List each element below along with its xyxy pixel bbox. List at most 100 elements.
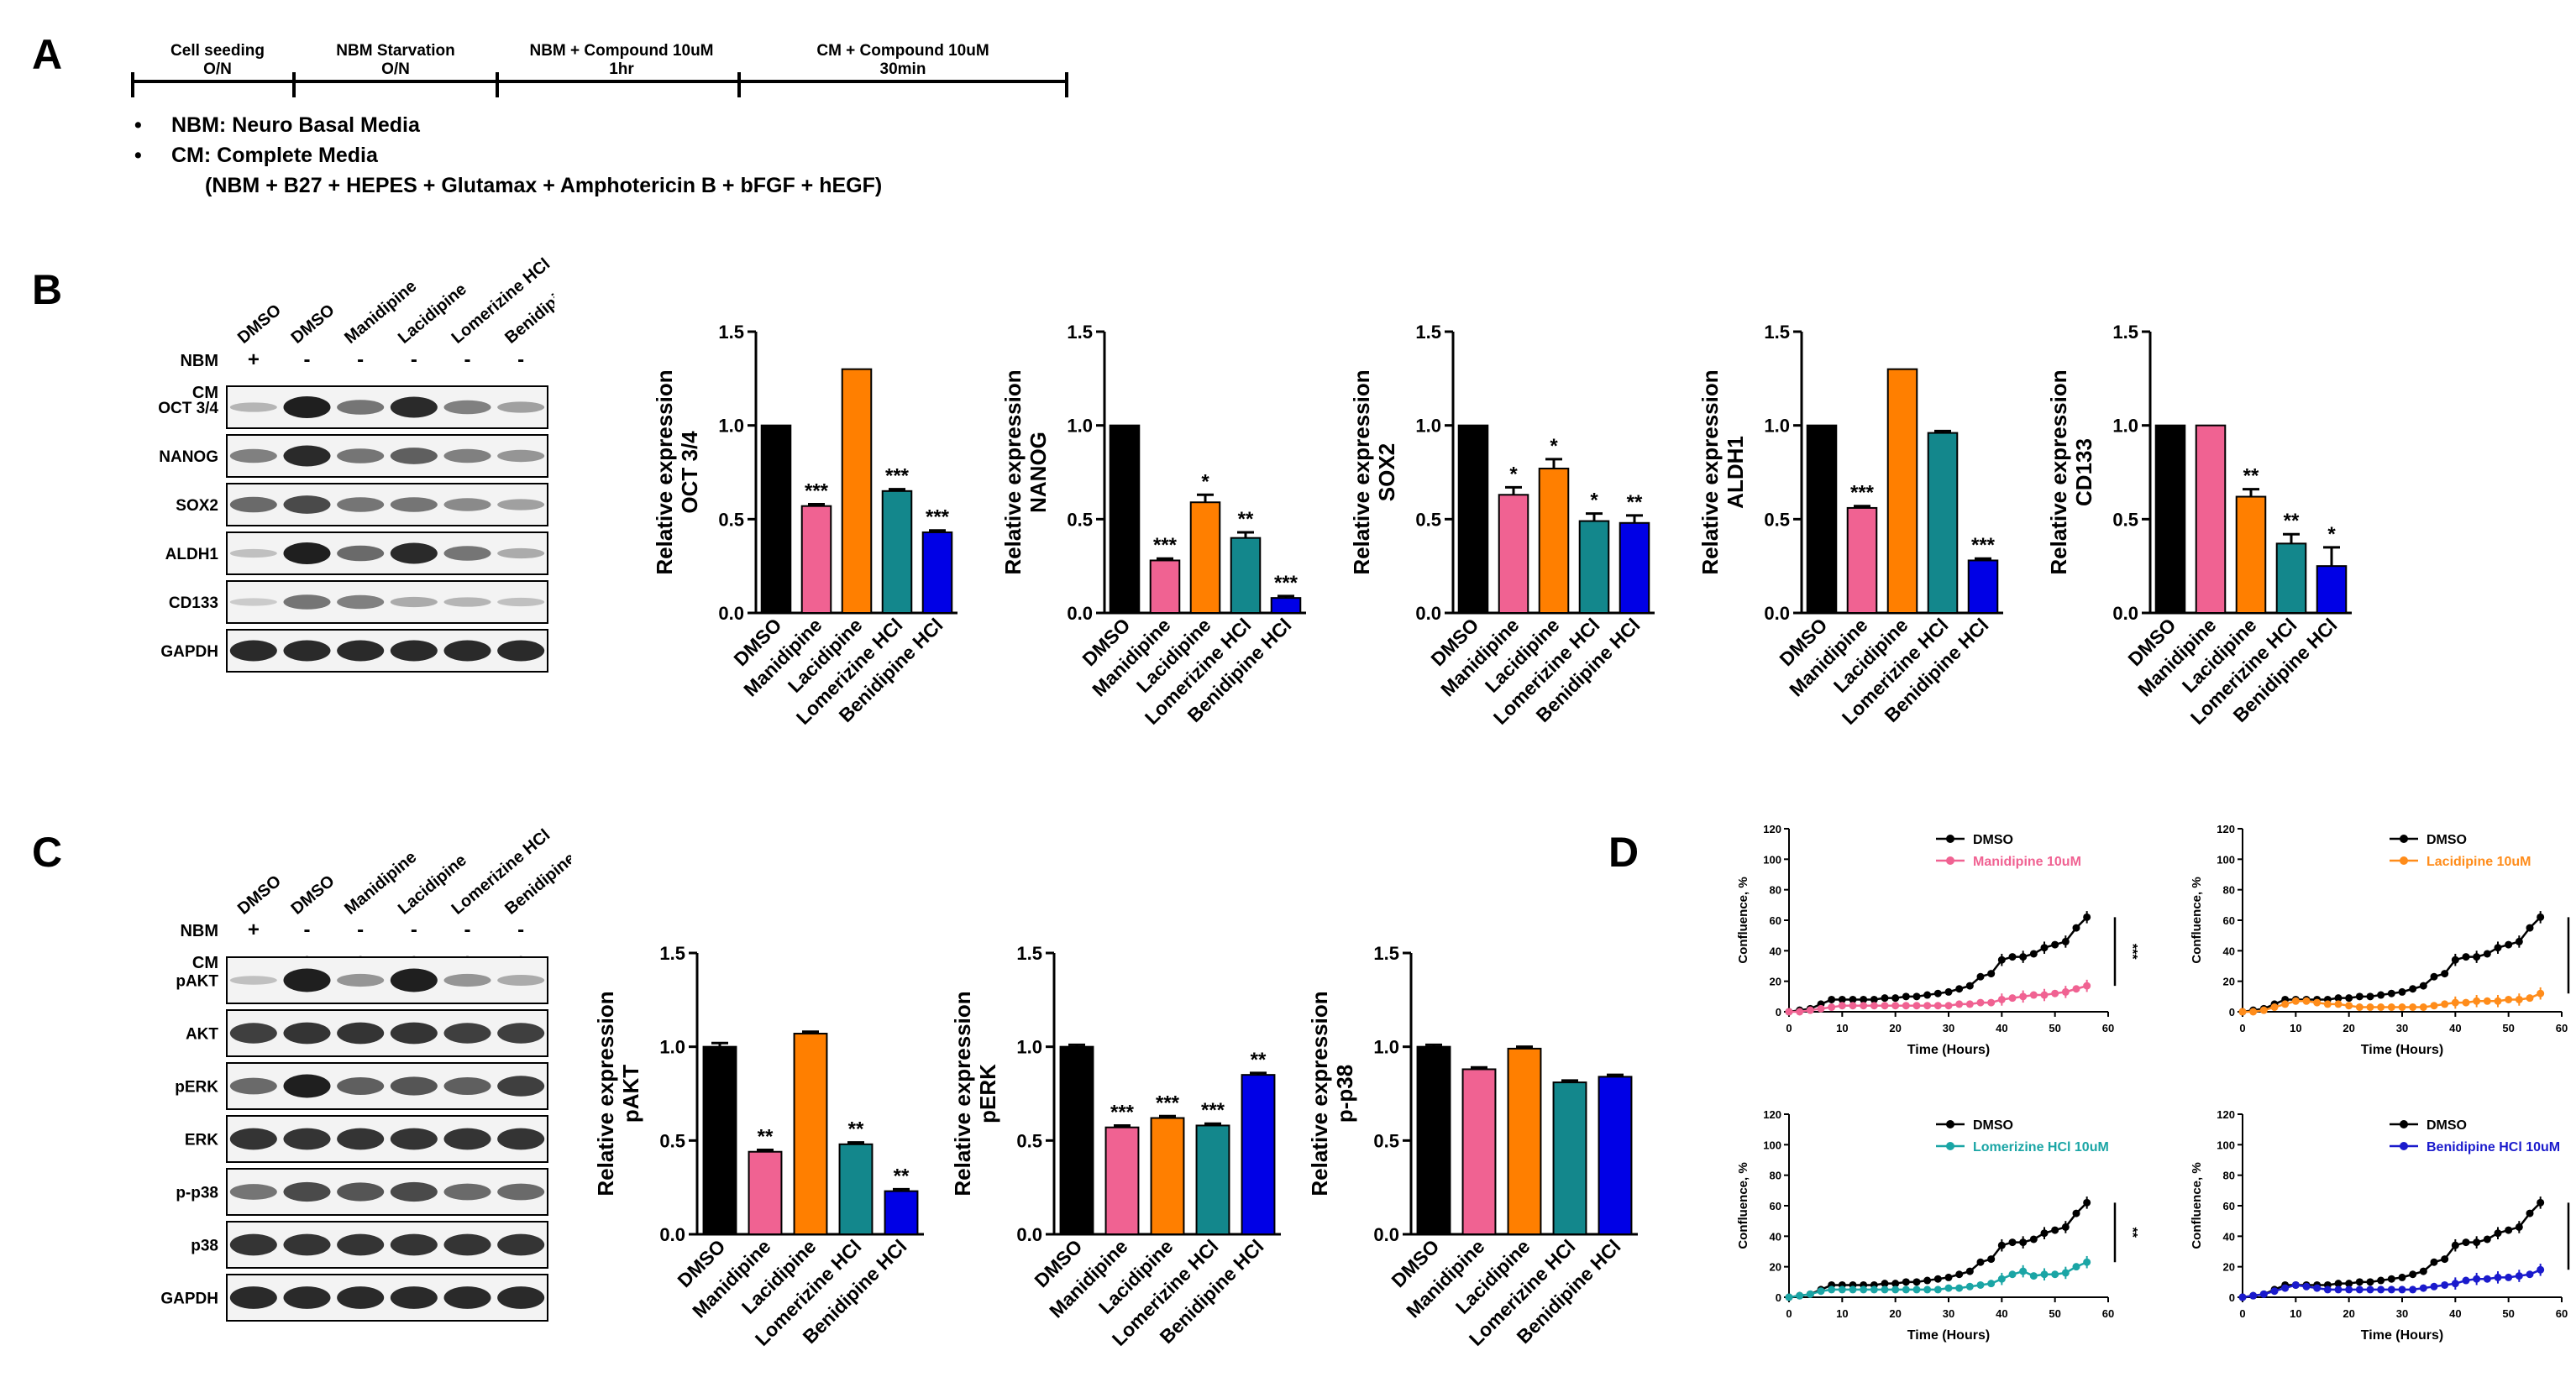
data-point xyxy=(1987,1280,1996,1288)
data-point xyxy=(1891,994,1900,1003)
y-tick-label: 0.5 xyxy=(718,509,744,530)
data-point xyxy=(2072,924,2080,932)
y-tick-label: 0.5 xyxy=(1016,1130,1042,1151)
protein-band xyxy=(443,640,491,662)
significance-mark: *** xyxy=(926,506,950,529)
bar xyxy=(748,1150,783,1236)
data-point xyxy=(1997,1275,2006,1283)
data-point xyxy=(2473,1275,2481,1283)
y-tick-label: 60 xyxy=(2223,1200,2235,1212)
significance-mark: *** xyxy=(1153,534,1178,557)
line-chart-lomerizine: Confluence, %Time (Hours)020406080100120… xyxy=(1736,1108,2139,1343)
data-point xyxy=(1912,1285,1921,1294)
protein-band xyxy=(229,1184,277,1200)
data-point xyxy=(1838,1002,1846,1010)
bar xyxy=(1552,1081,1587,1235)
data-point xyxy=(2366,1278,2374,1286)
protein-band xyxy=(497,1076,545,1097)
protein-band xyxy=(443,1286,491,1309)
data-point xyxy=(2302,1282,2311,1291)
data-point xyxy=(2345,1285,2353,1294)
treatment-sign: - xyxy=(517,348,524,371)
bar xyxy=(838,1143,874,1235)
protein-label: CD133 xyxy=(169,594,218,612)
x-tick-label: 30 xyxy=(2396,1022,2408,1034)
data-point xyxy=(1806,1290,1814,1298)
legend-marker xyxy=(2400,1142,2408,1150)
y-tick-label: 40 xyxy=(1770,945,1781,957)
timeline-step-title: NBM + Compound 10uM xyxy=(529,42,714,60)
data-point xyxy=(1965,982,1974,990)
significance-mark: ** xyxy=(1627,491,1643,514)
y-tick-label: 0.5 xyxy=(1415,509,1441,530)
data-point xyxy=(2451,1241,2459,1249)
x-tick-label: 20 xyxy=(1889,1022,1901,1034)
data-point xyxy=(2040,991,2049,999)
data-point xyxy=(2505,995,2513,1003)
y-axis-label: Relative expression xyxy=(1000,369,1026,574)
protein-band xyxy=(229,1077,277,1095)
data-point xyxy=(2387,1003,2395,1012)
y-tick-label: 0 xyxy=(1776,1291,1781,1304)
y-tick-label: 100 xyxy=(2217,1139,2235,1151)
bar xyxy=(1457,424,1489,614)
protein-band xyxy=(337,448,385,463)
data-point xyxy=(1891,1280,1900,1288)
protein-band xyxy=(443,498,491,511)
data-point xyxy=(2249,1291,2258,1300)
protein-band xyxy=(283,1181,331,1202)
data-point xyxy=(2302,997,2311,1005)
bar xyxy=(1195,1124,1230,1235)
line-chart-manidipine: Confluence, %Time (Hours)020406080100120… xyxy=(1736,823,2139,1057)
data-point xyxy=(2537,1198,2545,1207)
data-point xyxy=(2366,1003,2374,1012)
data-point xyxy=(1902,1278,1910,1286)
data-point xyxy=(1849,995,1857,1003)
protein-band xyxy=(229,1286,277,1309)
bar xyxy=(1538,468,1570,614)
y-tick-label: 1.5 xyxy=(1016,943,1042,964)
data-point xyxy=(1955,1000,1964,1008)
data-point xyxy=(2008,953,2017,961)
y-tick-label: 1.0 xyxy=(1764,416,1790,437)
legend-label: DMSO xyxy=(1973,1118,2013,1133)
y-axis-label: pERK xyxy=(975,1064,1000,1123)
protein-band xyxy=(337,545,385,562)
treatment-sign: - xyxy=(357,348,364,371)
y-axis-label: Confluence, % xyxy=(1736,877,1750,963)
data-point xyxy=(2313,1284,2322,1292)
data-point xyxy=(2345,1280,2353,1288)
timeline-step-duration: 30min xyxy=(879,60,926,78)
timeline-axis xyxy=(131,72,1068,97)
treatment-label: NBM xyxy=(180,352,218,370)
protein-band xyxy=(337,1233,385,1256)
y-tick-label: 1.5 xyxy=(1764,322,1790,343)
protein-band xyxy=(443,1128,491,1150)
treatment-label: CM xyxy=(192,384,218,402)
data-point xyxy=(2387,989,2395,997)
y-axis-label: Relative expression xyxy=(2046,369,2071,574)
blot-row-frame xyxy=(226,1168,548,1216)
y-tick-label: 120 xyxy=(1763,1108,1781,1121)
protein-band xyxy=(390,396,438,418)
protein-band xyxy=(229,548,277,558)
data-point xyxy=(1828,995,1836,1003)
protein-label: ERK xyxy=(185,1132,218,1149)
significance-mark: ** xyxy=(1238,508,1254,531)
data-point xyxy=(2281,1000,2290,1008)
data-point xyxy=(1997,1241,2006,1249)
data-point xyxy=(2083,1258,2091,1266)
bar xyxy=(1189,501,1221,614)
data-point xyxy=(2029,1235,2038,1244)
data-point xyxy=(2409,1270,2417,1279)
data-point xyxy=(2008,1270,2017,1279)
lane-label: DMSO xyxy=(288,301,338,347)
data-point xyxy=(2398,1273,2406,1281)
data-point xyxy=(2526,924,2534,932)
data-point xyxy=(2345,994,2353,1003)
protein-band xyxy=(337,1286,385,1309)
data-point xyxy=(2334,1280,2343,1288)
data-point xyxy=(2051,940,2059,949)
significance-mark: *** xyxy=(1156,1092,1180,1114)
protein-band xyxy=(390,968,438,992)
